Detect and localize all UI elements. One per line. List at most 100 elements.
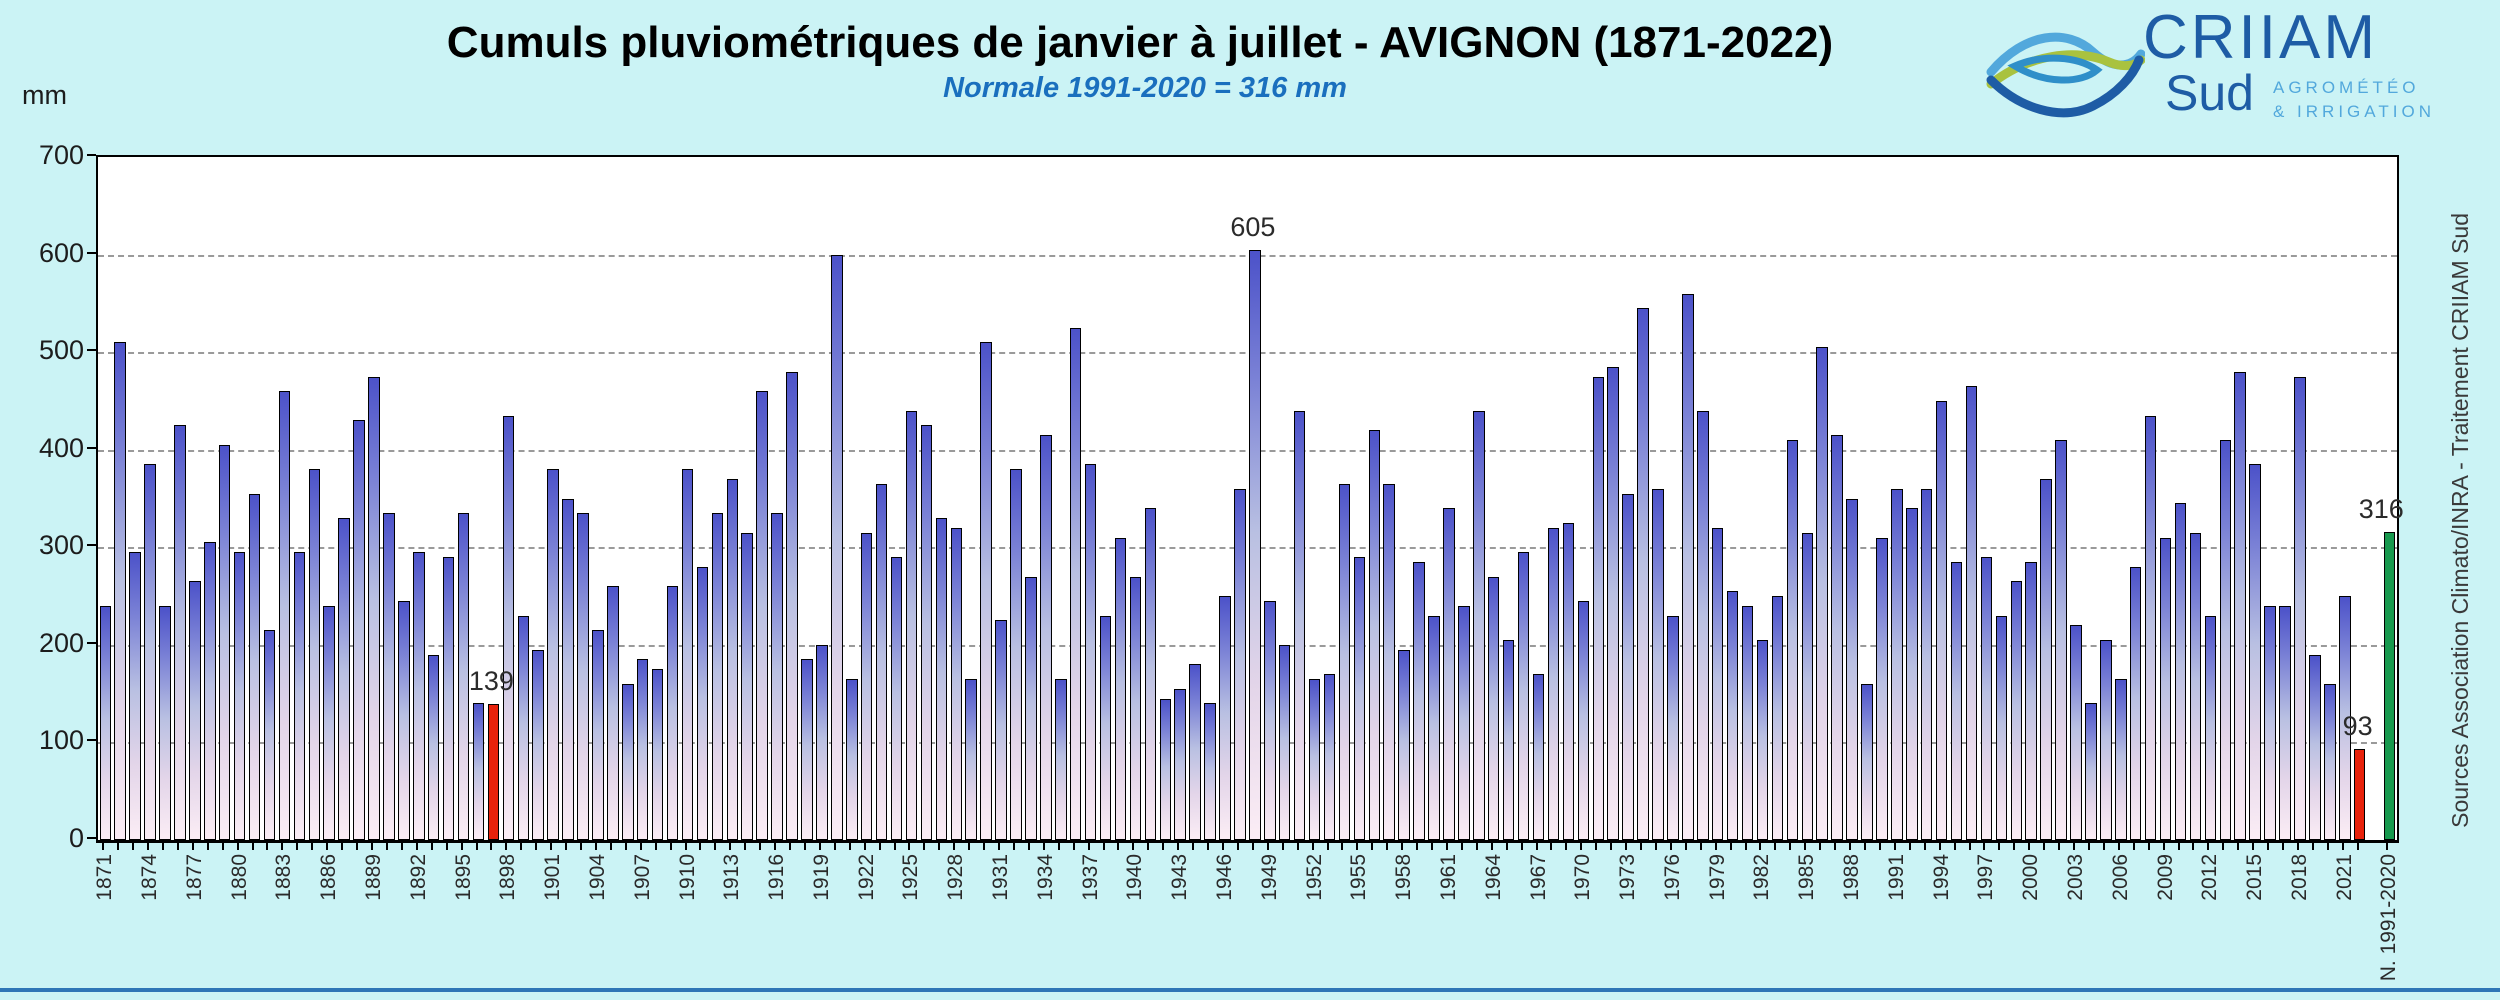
x-tick-1890 — [385, 841, 388, 850]
gridline-500 — [98, 352, 2397, 355]
x-tick-1973 — [1625, 841, 1628, 850]
bar-1873 — [129, 552, 141, 840]
bar-1971 — [1592, 376, 1604, 840]
bar-1982 — [1756, 639, 1769, 840]
x-year-label-1967: 1967 — [1526, 854, 1550, 901]
x-tick-1949 — [1266, 841, 1269, 850]
x-year-label-1976: 1976 — [1660, 854, 1684, 901]
x-year-label-1886: 1886 — [317, 854, 341, 901]
x-tick-1882 — [266, 841, 269, 850]
x-year-label-1979: 1979 — [1705, 854, 1729, 901]
y-tick-label-100: 100 — [38, 725, 84, 756]
x-tick-1942 — [1162, 841, 1165, 850]
bar-1917 — [786, 371, 798, 840]
x-tick-1984 — [1789, 841, 1792, 850]
x-year-label-1934: 1934 — [1033, 854, 1057, 901]
bar-1904 — [592, 630, 604, 840]
x-tick-1994 — [1938, 841, 1941, 850]
x-year-label-1892: 1892 — [406, 854, 430, 901]
x-year-label-1901: 1901 — [541, 854, 565, 901]
x-tick-1911 — [699, 841, 702, 850]
x-tick-1981 — [1744, 841, 1747, 850]
bar-1963 — [1473, 410, 1485, 840]
x-year-label-1913: 1913 — [720, 854, 744, 901]
x-tick-2009 — [2162, 841, 2165, 850]
bar-1922 — [860, 532, 873, 840]
bar-1907 — [636, 659, 649, 840]
bar-1887 — [338, 518, 350, 840]
bar-1910 — [681, 469, 694, 840]
x-year-label-2012: 2012 — [2198, 854, 2222, 901]
bar-1949 — [1264, 600, 1276, 840]
x-tick-1908 — [654, 841, 657, 850]
x-year-label-1949: 1949 — [1257, 854, 1281, 901]
x-tick-2019 — [2311, 841, 2314, 850]
bar-1928 — [950, 527, 962, 840]
x-tick-1987 — [1834, 841, 1837, 850]
x-year-label-1937: 1937 — [1078, 854, 1102, 901]
criiam-sud-logo: CRIIAM Sud AGROMÉTÉO & IRRIGATION — [1985, 2, 2495, 152]
bar-1996 — [1965, 386, 1978, 840]
x-tick-1872 — [117, 841, 120, 850]
bar-1888 — [353, 420, 365, 840]
x-tick-1886 — [326, 841, 329, 850]
x-year-label-1907: 1907 — [630, 854, 654, 901]
x-year-label-1916: 1916 — [765, 854, 789, 901]
x-year-label-1970: 1970 — [1571, 854, 1595, 901]
x-tick-1903 — [580, 841, 582, 850]
x-year-label-1961: 1961 — [1436, 854, 1460, 901]
x-tick-1940 — [1132, 841, 1135, 850]
bar-2008 — [2144, 415, 2157, 840]
bar-1989 — [1861, 683, 1873, 840]
gridline-600 — [98, 254, 2397, 257]
x-tick-1925 — [908, 841, 911, 850]
x-year-label-1889: 1889 — [361, 854, 385, 901]
bar-1892 — [413, 552, 425, 840]
bar-1909 — [666, 586, 679, 840]
bar-1973 — [1622, 493, 1634, 840]
y-tick-mark-0 — [87, 837, 96, 839]
x-year-label-1958: 1958 — [1392, 854, 1416, 901]
bar-1976 — [1667, 615, 1679, 840]
bar-2021 — [2339, 596, 2351, 840]
x-tick-1927 — [938, 841, 941, 850]
x-year-label-1928: 1928 — [944, 854, 968, 901]
x-year-label-1991: 1991 — [1884, 854, 1908, 901]
y-tick-label-0: 0 — [68, 823, 84, 853]
bar-2014 — [2234, 371, 2246, 840]
bar-1891 — [398, 600, 410, 840]
y-tick-mark-100 — [87, 739, 96, 742]
x-tick-1922 — [863, 841, 866, 850]
bar-1960 — [1428, 615, 1440, 840]
x-tick-1874 — [147, 841, 150, 850]
x-tick-1892 — [415, 841, 418, 850]
bar-1985 — [1801, 532, 1814, 840]
x-year-label-1982: 1982 — [1750, 854, 1774, 901]
x-tick-1990 — [1878, 841, 1881, 850]
x-tick-1906 — [624, 841, 627, 850]
x-tick-2001 — [2043, 841, 2046, 850]
bar-1952 — [1308, 679, 1321, 840]
bar-1965 — [1502, 639, 1515, 840]
gridline-400 — [98, 449, 2397, 452]
x-year-label-1985: 1985 — [1795, 854, 1819, 901]
x-tick-1972 — [1610, 841, 1613, 850]
x-tick-1968 — [1550, 841, 1553, 850]
y-tick-mark-500 — [87, 349, 96, 352]
bar-1916 — [771, 513, 783, 840]
x-tick-1914 — [744, 841, 747, 850]
x-year-label-1871: 1871 — [93, 854, 117, 901]
x-tick-1957 — [1386, 841, 1389, 850]
gridline-300 — [98, 547, 2397, 550]
x-year-label-2003: 2003 — [2064, 854, 2087, 901]
bar-2022 — [2353, 749, 2366, 840]
x-year-label-1904: 1904 — [585, 854, 609, 901]
x-tick-1965 — [1505, 841, 1508, 850]
x-tick-1948 — [1251, 841, 1254, 850]
bar-1950 — [1278, 644, 1291, 840]
bar-2012 — [2204, 615, 2217, 840]
x-tick-1873 — [132, 841, 135, 850]
bar-2017 — [2279, 605, 2291, 840]
x-year-label-1973: 1973 — [1616, 854, 1640, 901]
bar-1936 — [1069, 327, 1082, 840]
